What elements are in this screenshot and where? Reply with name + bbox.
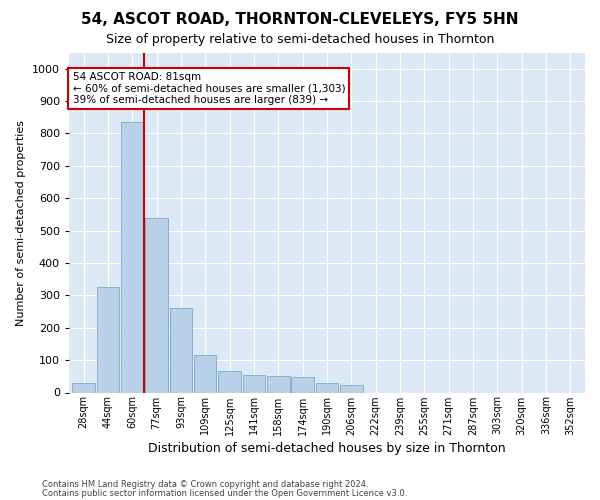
Bar bbox=[316, 383, 338, 392]
Bar bbox=[194, 356, 217, 393]
Text: Contains public sector information licensed under the Open Government Licence v3: Contains public sector information licen… bbox=[42, 489, 407, 498]
Bar bbox=[340, 386, 362, 392]
Bar bbox=[243, 374, 265, 392]
X-axis label: Distribution of semi-detached houses by size in Thornton: Distribution of semi-detached houses by … bbox=[148, 442, 506, 454]
Text: 54 ASCOT ROAD: 81sqm
← 60% of semi-detached houses are smaller (1,303)
39% of se: 54 ASCOT ROAD: 81sqm ← 60% of semi-detac… bbox=[73, 72, 345, 105]
Text: 54, ASCOT ROAD, THORNTON-CLEVELEYS, FY5 5HN: 54, ASCOT ROAD, THORNTON-CLEVELEYS, FY5 … bbox=[81, 12, 519, 28]
Text: Contains HM Land Registry data © Crown copyright and database right 2024.: Contains HM Land Registry data © Crown c… bbox=[42, 480, 368, 489]
Bar bbox=[292, 377, 314, 392]
Y-axis label: Number of semi-detached properties: Number of semi-detached properties bbox=[16, 120, 26, 326]
Bar bbox=[73, 384, 95, 392]
Bar bbox=[145, 218, 168, 392]
Text: Size of property relative to semi-detached houses in Thornton: Size of property relative to semi-detach… bbox=[106, 32, 494, 46]
Bar bbox=[97, 287, 119, 393]
Bar bbox=[121, 122, 143, 392]
Bar bbox=[218, 372, 241, 392]
Bar bbox=[170, 308, 192, 392]
Bar bbox=[267, 376, 290, 392]
